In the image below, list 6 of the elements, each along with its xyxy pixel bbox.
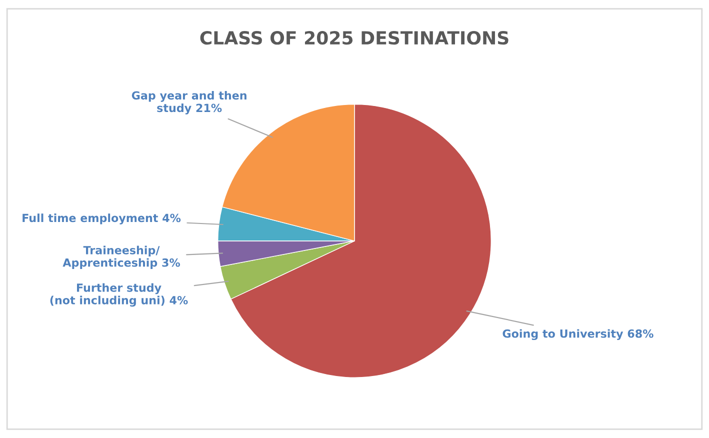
slice-label: Gap year and then study 21%	[132, 91, 246, 114]
slice-label: Traineeship/ Apprenticeship 3%	[62, 246, 180, 269]
slice-label: Full time employment 4%	[22, 214, 181, 224]
chart-title: CLASS OF 2025 DESTINATIONS	[200, 31, 508, 45]
slice-label: Going to University 68%	[502, 329, 654, 340]
slice-label: Further study (not including uni) 4%	[50, 283, 188, 307]
